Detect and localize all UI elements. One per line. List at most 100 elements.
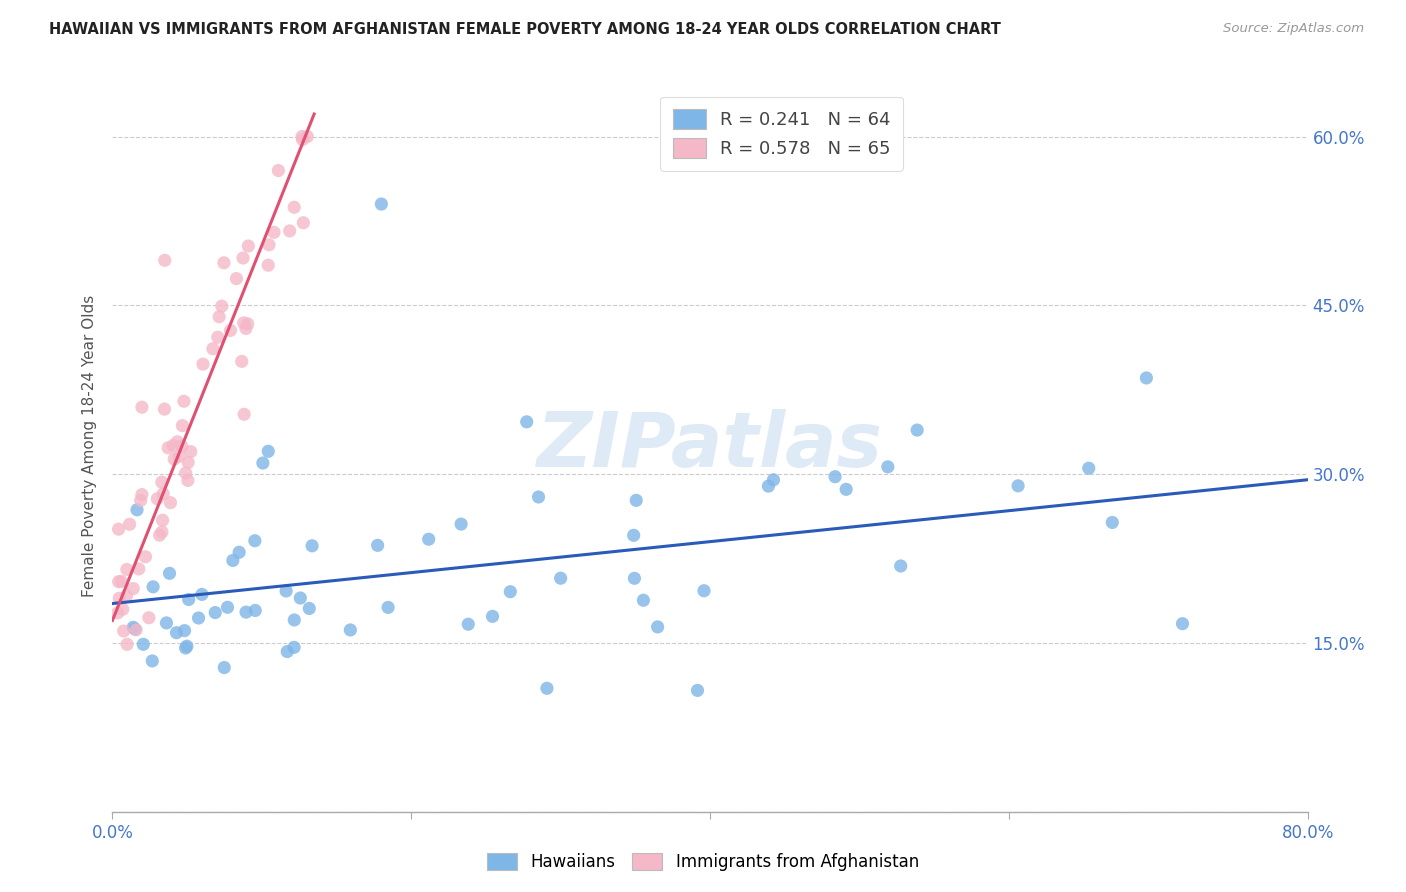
Point: [153, 402, 176, 417]
Point: [481, 609, 503, 624]
Point: [623, 528, 645, 542]
Point: [235, 321, 257, 335]
Point: [118, 517, 141, 532]
Point: [758, 479, 780, 493]
Point: [235, 605, 257, 619]
Text: HAWAIIAN VS IMMIGRANTS FROM AFGHANISTAN FEMALE POVERTY AMONG 18-24 YEAR OLDS COR: HAWAIIAN VS IMMIGRANTS FROM AFGHANISTAN …: [49, 22, 1001, 37]
Point: [876, 459, 898, 474]
Point: [159, 496, 181, 510]
Point: [1077, 461, 1099, 475]
Point: [217, 600, 239, 615]
Point: [110, 574, 132, 589]
Point: [274, 584, 297, 599]
Point: [212, 256, 235, 270]
Point: [257, 444, 280, 458]
Point: [131, 400, 153, 414]
Point: [418, 533, 440, 547]
Point: [245, 603, 267, 617]
Point: [1135, 371, 1157, 385]
Legend: R = 0.241   N = 64, R = 0.578   N = 65: R = 0.241 N = 64, R = 0.578 N = 65: [661, 96, 903, 170]
Point: [377, 600, 399, 615]
Point: [187, 611, 209, 625]
Text: Source: ZipAtlas.com: Source: ZipAtlas.com: [1223, 22, 1364, 36]
Point: [166, 434, 188, 449]
Point: [298, 601, 321, 615]
Point: [257, 258, 280, 272]
Point: [236, 317, 259, 331]
Point: [207, 330, 229, 344]
Point: [278, 224, 301, 238]
Point: [283, 640, 305, 655]
Point: [180, 444, 202, 458]
Point: [238, 239, 260, 253]
Point: [134, 549, 156, 564]
Point: [155, 615, 177, 630]
Point: [191, 357, 214, 371]
Point: [890, 559, 912, 574]
Point: [263, 225, 285, 239]
Point: [292, 216, 315, 230]
Point: [115, 637, 138, 651]
Point: [257, 237, 280, 252]
Point: [283, 613, 305, 627]
Point: [107, 606, 129, 620]
Point: [174, 466, 197, 480]
Point: [166, 625, 188, 640]
Point: [550, 571, 572, 585]
Point: [222, 553, 245, 567]
Point: [142, 580, 165, 594]
Point: [1101, 516, 1123, 530]
Point: [276, 644, 298, 658]
Point: [232, 316, 254, 330]
Point: [173, 624, 195, 638]
Point: [152, 487, 174, 501]
Point: [208, 310, 231, 324]
Point: [499, 584, 522, 599]
Point: [252, 456, 274, 470]
Point: [201, 342, 224, 356]
Point: [129, 493, 152, 508]
Point: [167, 449, 190, 463]
Point: [267, 163, 290, 178]
Point: [174, 640, 197, 655]
Point: [626, 493, 648, 508]
Point: [212, 660, 235, 674]
Point: [150, 524, 173, 539]
Point: [172, 418, 194, 433]
Point: [125, 503, 148, 517]
Point: [457, 617, 479, 632]
Point: [107, 574, 129, 589]
Point: [367, 538, 389, 552]
Point: [122, 582, 145, 596]
Point: [297, 129, 319, 144]
Point: [225, 271, 247, 285]
Point: [204, 606, 226, 620]
Point: [623, 571, 645, 585]
Y-axis label: Female Poverty Among 18-24 Year Olds: Female Poverty Among 18-24 Year Olds: [82, 295, 97, 597]
Point: [124, 622, 146, 636]
Point: [291, 132, 314, 146]
Point: [122, 620, 145, 634]
Point: [173, 394, 195, 409]
Point: [157, 441, 180, 455]
Point: [177, 455, 200, 469]
Legend: Hawaiians, Immigrants from Afghanistan: Hawaiians, Immigrants from Afghanistan: [479, 845, 927, 880]
Point: [835, 483, 858, 497]
Point: [233, 407, 256, 421]
Point: [112, 624, 135, 638]
Point: [150, 475, 173, 490]
Point: [177, 474, 200, 488]
Point: [219, 323, 242, 337]
Point: [905, 423, 928, 437]
Point: [1171, 616, 1194, 631]
Point: [339, 623, 361, 637]
Point: [115, 589, 138, 603]
Point: [290, 591, 312, 605]
Point: [146, 491, 169, 506]
Point: [243, 533, 266, 548]
Point: [170, 439, 193, 453]
Point: [162, 438, 184, 452]
Point: [633, 593, 655, 607]
Point: [824, 469, 846, 483]
Point: [107, 522, 129, 536]
